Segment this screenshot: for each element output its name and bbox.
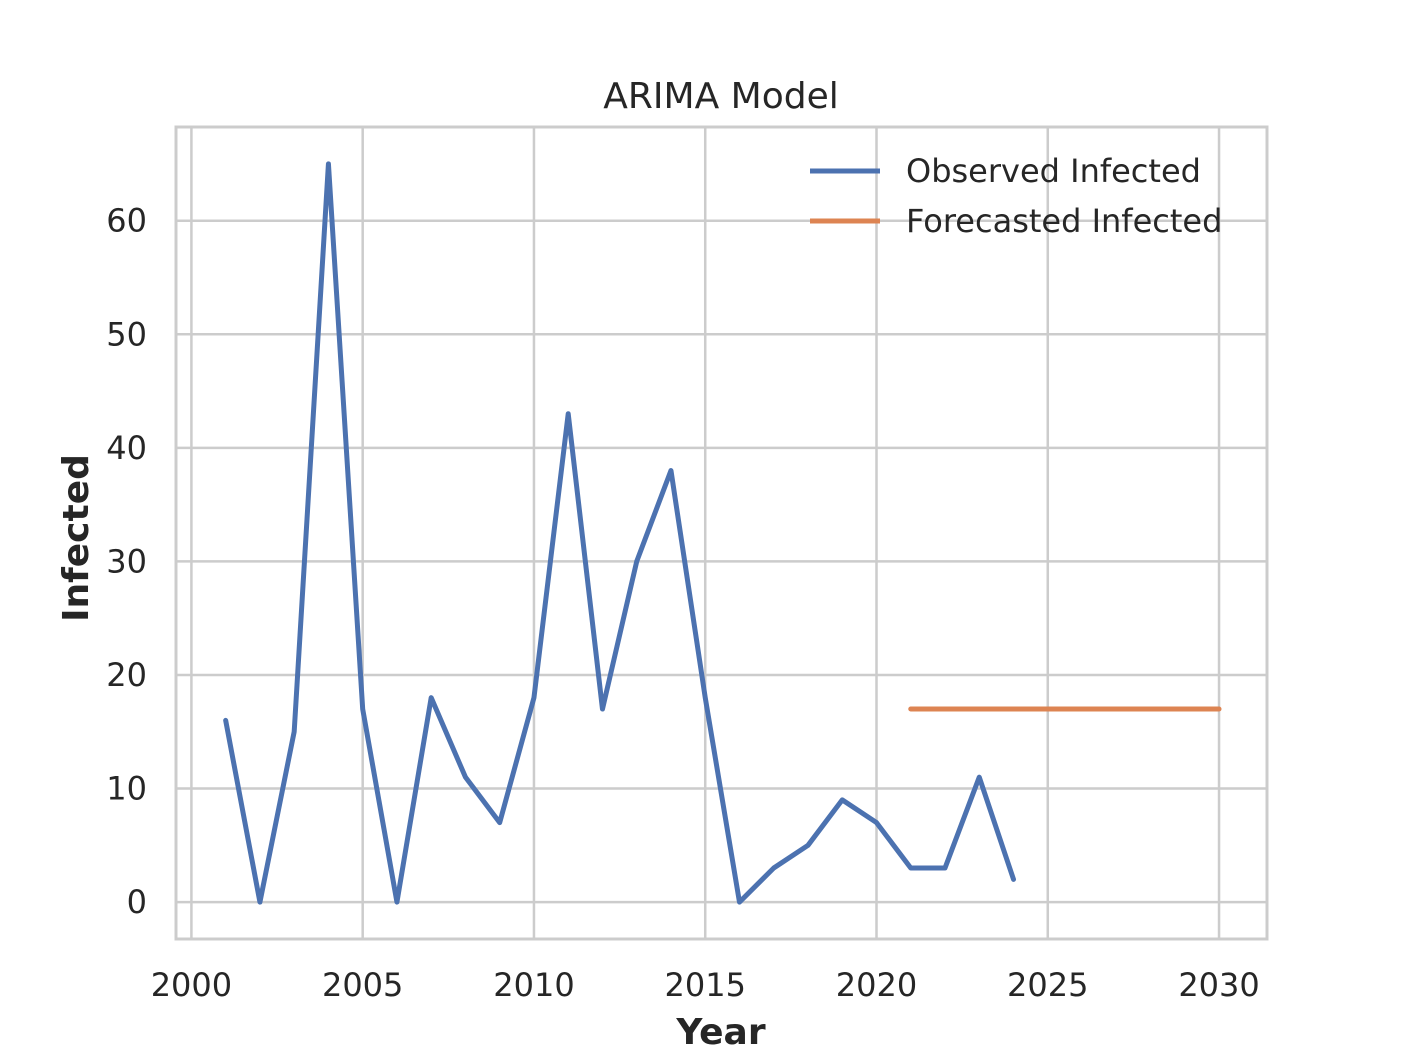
chart-title: ARIMA Model (603, 76, 838, 117)
x-tick-label: 2020 (836, 966, 917, 1004)
x-tick-label: 2000 (151, 966, 232, 1004)
y-tick-label: 50 (106, 315, 147, 353)
plot-frame (174, 125, 1269, 941)
y-tick-label: 40 (106, 429, 147, 467)
vertical-gridlines (190, 127, 1221, 939)
y-axis-label: Infected (56, 454, 97, 622)
x-tick-labels: 2000 2005 2010 2015 2020 2025 2030 (151, 966, 1260, 1004)
legend-label-forecast: Forecasted Infected (906, 202, 1222, 240)
x-axis-label: Year (675, 1012, 765, 1053)
series-layer (223, 161, 1222, 905)
y-tick-label: 20 (106, 656, 147, 694)
x-tick-label: 2030 (1178, 966, 1259, 1004)
plot-background (176, 127, 1267, 939)
x-tick-label: 2015 (665, 966, 746, 1004)
y-tick-label: 30 (106, 542, 147, 580)
x-tick-label: 2025 (1007, 966, 1088, 1004)
y-tick-label: 0 (127, 883, 147, 921)
y-tick-labels: 0 10 20 30 40 50 60 (106, 202, 147, 921)
x-tick-label: 2010 (493, 966, 574, 1004)
y-tick-label: 60 (106, 202, 147, 240)
y-tick-label: 10 (106, 770, 147, 808)
observed-infected-line (223, 161, 1017, 905)
legend-label-observed: Observed Infected (906, 152, 1201, 190)
legend: Observed Infected Forecasted Infected (810, 152, 1222, 240)
x-tick-label: 2005 (322, 966, 403, 1004)
